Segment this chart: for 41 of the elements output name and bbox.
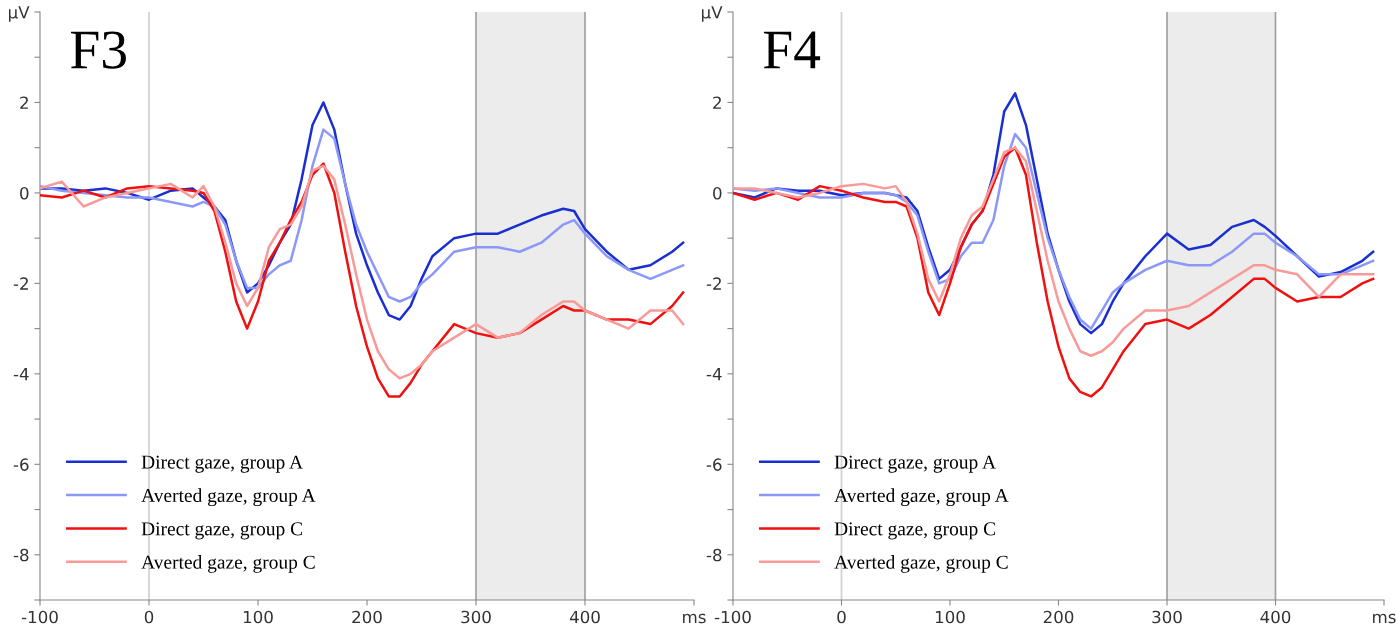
x-tick-label: -100	[21, 610, 58, 624]
y-tick-label: µV	[8, 6, 30, 22]
chart-title: F3	[71, 31, 126, 69]
y-tick-label: 2	[20, 96, 28, 109]
y-tick-label: 0	[713, 186, 722, 200]
line-series	[733, 146, 1375, 398]
x-tick-label: 100	[935, 610, 965, 624]
y-tick-label: µV	[701, 6, 723, 22]
x-tick-label: 200	[352, 610, 382, 624]
y-tick-label: -8	[706, 548, 722, 562]
x-tick-label: ms	[1373, 613, 1396, 624]
legend-label: Direct gaze, group A	[834, 455, 996, 473]
x-tick-label: 200	[1043, 610, 1074, 624]
legend-label: Direct gaze, group C	[141, 522, 303, 540]
line-series	[40, 128, 685, 303]
legend-label: Averted gaze, group C	[141, 555, 315, 573]
x-tick-label: 400	[1260, 610, 1291, 624]
x-tick-label: 300	[1152, 610, 1182, 624]
x-tick-label: 300	[461, 610, 491, 624]
x-tick-label: 0	[837, 610, 846, 624]
chart-title: F4	[763, 31, 821, 69]
x-tick-label: 400	[569, 610, 600, 624]
y-tick-label: -6	[706, 458, 722, 471]
line-series	[733, 146, 1375, 357]
x-tick-label: ms	[683, 613, 706, 624]
x-tick-label: 0	[144, 610, 154, 624]
x-tick-label: -100	[714, 610, 751, 624]
y-tick-label: -6	[13, 458, 29, 471]
y-tick-label: -2	[706, 277, 721, 290]
y-tick-label: 0	[20, 186, 29, 200]
legend-label: Direct gaze, group A	[141, 455, 303, 473]
legend-label: Direct gaze, group C	[834, 522, 996, 540]
y-tick-label: -4	[706, 368, 722, 381]
y-tick-label: -2	[13, 277, 28, 290]
y-tick-label: 2	[713, 96, 721, 109]
legend-label: Averted gaze, group A	[141, 488, 316, 507]
x-tick-label: 100	[243, 610, 273, 624]
y-tick-label: -4	[13, 368, 29, 381]
legend-label: Averted gaze, group A	[834, 488, 1009, 507]
legend-label: Averted gaze, group C	[834, 555, 1008, 573]
y-tick-label: -8	[13, 548, 29, 562]
